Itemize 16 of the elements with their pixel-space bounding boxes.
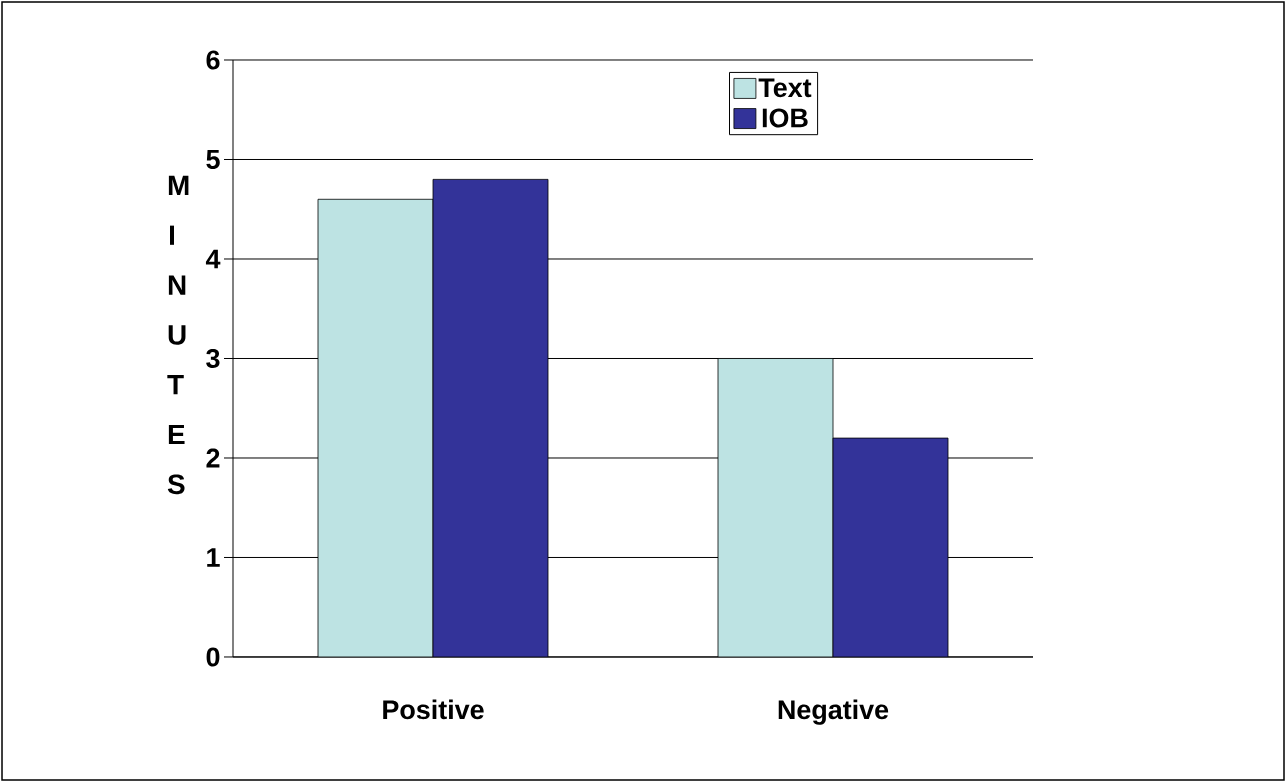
bar: [832, 437, 949, 657]
x-tick-label: Positive: [383, 699, 484, 720]
y-tick-label: 4: [205, 249, 221, 269]
bar: [717, 358, 834, 657]
y-tick-label: 0: [206, 647, 220, 667]
y-tick-label: 3: [206, 348, 220, 369]
legend-label: Text: [758, 78, 812, 98]
y-tick-label: 5: [206, 150, 220, 169]
y-tick-label: 2: [206, 448, 220, 468]
bar: [317, 198, 434, 657]
bar: [432, 178, 549, 657]
y-tick-label: 6: [206, 50, 220, 70]
y-tick-label: 1: [207, 548, 220, 567]
x-tick-label: Negative: [778, 699, 889, 725]
legend-label: IOB: [762, 108, 808, 128]
y-axis-title: MINUTES: [167, 175, 189, 495]
